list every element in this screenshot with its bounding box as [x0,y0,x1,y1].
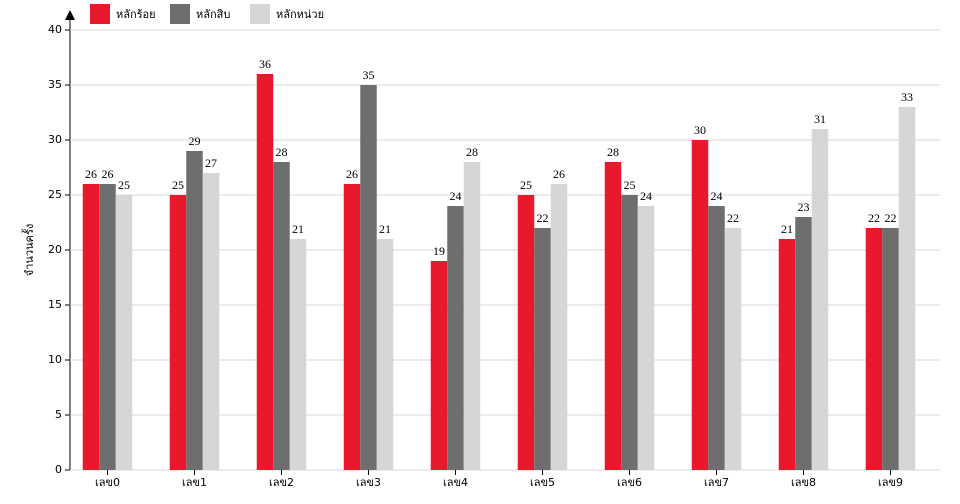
bar [691,140,709,470]
bar [708,206,725,470]
bar [517,195,535,470]
x-tick-label: เลข7 [704,476,729,489]
y-tick-label: 15 [48,298,62,311]
bar [115,195,133,470]
bar [99,184,116,470]
bar [724,228,742,470]
x-tick-label: เลข0 [95,476,120,489]
value-label: 36 [259,57,271,71]
bar [621,195,638,470]
y-tick-label: 40 [48,23,62,36]
value-label: 25 [172,178,184,192]
bar [343,184,361,470]
value-label: 25 [624,178,636,192]
bar [604,162,622,470]
value-label: 28 [466,145,478,159]
bar [534,228,551,470]
value-label: 23 [798,200,810,214]
bar [811,129,829,470]
y-tick-label: 25 [48,188,62,201]
value-label: 21 [292,222,304,236]
value-label: 21 [379,222,391,236]
y-tick-label: 35 [48,78,62,91]
x-tick-label: เลข9 [878,476,903,489]
x-tick-label: เลข5 [530,476,555,489]
x-tick-label: เลข3 [356,476,381,489]
bar [637,206,655,470]
value-label: 28 [607,145,619,159]
bar [202,173,220,470]
x-tick-label: เลข4 [443,476,468,489]
value-label: 33 [901,90,913,104]
y-tick-label: 0 [55,463,62,476]
value-label: 22 [537,211,549,225]
y-tick-label: 5 [55,408,62,421]
bar [778,239,796,470]
bar [795,217,812,470]
value-label: 25 [118,178,130,192]
bar [898,107,916,470]
bar [463,162,481,470]
bar [865,228,883,470]
bar [430,261,448,470]
bar [360,85,377,470]
value-label: 21 [781,222,793,236]
bar [289,239,307,470]
value-label: 29 [189,134,201,148]
bar [169,195,187,470]
x-tick-label: เลข8 [791,476,816,489]
y-axis-label: จำนวนครั้ง [21,224,36,276]
y-axis-arrow [65,10,75,20]
y-tick-label: 20 [48,243,62,256]
bar [550,184,568,470]
y-tick-label: 10 [48,353,62,366]
value-label: 26 [102,167,114,181]
value-label: 24 [450,189,462,203]
x-tick-label: เลข2 [269,476,294,489]
value-label: 19 [433,244,445,258]
value-label: 26 [85,167,97,181]
value-label: 24 [711,189,723,203]
legend-label: หลักร้อย [116,8,156,21]
legend-swatch [250,4,270,24]
value-label: 26 [346,167,358,181]
bar [447,206,464,470]
legend-label: หลักสิบ [196,8,230,21]
bar [82,184,100,470]
bar [186,151,203,470]
value-label: 26 [553,167,565,181]
legend-swatch [90,4,110,24]
value-label: 31 [814,112,826,126]
value-label: 30 [694,123,706,137]
bar [256,74,274,470]
value-label: 22 [885,211,897,225]
value-label: 27 [205,156,217,170]
legend-swatch [170,4,190,24]
y-tick-label: 30 [48,133,62,146]
bar [882,228,899,470]
value-label: 22 [868,211,880,225]
value-label: 28 [276,145,288,159]
value-label: 22 [727,211,739,225]
x-tick-label: เลข1 [182,476,207,489]
bar [376,239,394,470]
value-label: 24 [640,189,652,203]
bar [273,162,290,470]
legend-label: หลักหน่วย [276,8,324,21]
x-tick-label: เลข6 [617,476,642,489]
value-label: 35 [363,68,375,82]
value-label: 25 [520,178,532,192]
